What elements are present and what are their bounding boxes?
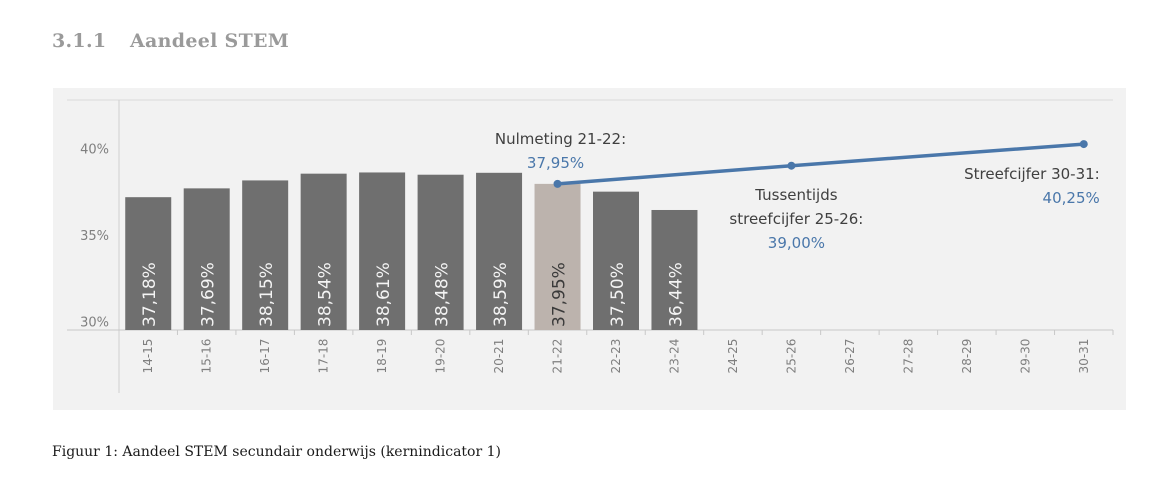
x-tick-label: 18-19 (375, 339, 389, 374)
x-tick-label: 23-24 (667, 339, 681, 374)
y-tick-label: 35% (80, 229, 109, 244)
x-tick-label: 17-18 (317, 339, 331, 374)
bar-value-label: 37,50% (608, 262, 628, 327)
bar (651, 209, 698, 330)
x-tick-label: 14-15 (141, 339, 155, 374)
section-heading: 3.1.1 Aandeel STEM (52, 30, 289, 52)
bar-value-label: 37,18% (140, 262, 160, 327)
x-tick-label: 15-16 (200, 339, 214, 374)
target-point (787, 161, 796, 170)
section-number: 3.1.1 (52, 30, 107, 52)
bar-value-label: 38,15% (257, 262, 277, 327)
annotation-target-value: 40,25% (1043, 189, 1100, 207)
target-point (553, 179, 562, 188)
bar (183, 188, 230, 330)
x-tick-label: 25-26 (784, 339, 798, 374)
x-tick-label: 28-29 (960, 339, 974, 374)
x-tick-label: 22-23 (609, 339, 623, 374)
bar (242, 180, 289, 330)
annotation-target-label: Streefcijfer 30-31: (964, 165, 1100, 183)
bar-value-label: 38,59% (491, 262, 511, 327)
chart-panel: 30% 35% 40% 14-15 15-16 16-17 17-18 18-19 19-20 2… (53, 88, 1126, 410)
annotation-baseline-label: Nulmeting 21-22: (495, 130, 626, 148)
bar-baseline-measurement (534, 183, 581, 330)
annotation-interim-label-2: streefcijfer 25-26: (729, 210, 863, 228)
x-tick-label: 26-27 (843, 339, 857, 374)
x-tick-label: 16-17 (258, 339, 272, 374)
bar-value-label: 38,61% (374, 262, 394, 327)
x-tick-label: 20-21 (492, 339, 506, 374)
x-tick-label: 21-22 (551, 339, 565, 374)
bar-value-label: 37,69% (199, 262, 219, 327)
target-point (1079, 140, 1088, 149)
y-tick-label: 40% (80, 142, 109, 157)
x-tick-label: 27-28 (901, 339, 915, 374)
annotation-interim-value: 39,00% (768, 234, 825, 252)
stem-share-chart: 30% 35% 40% 14-15 15-16 16-17 17-18 18-19 19-20 2… (67, 99, 1114, 393)
section-title: Aandeel STEM (130, 30, 290, 52)
annotation-interim-label: Tussentijds (754, 186, 837, 204)
bar (476, 172, 523, 330)
bar-value-label: 38,48% (433, 262, 453, 327)
x-tick-label: 29-30 (1018, 339, 1032, 374)
bar-value-label: 37,95% (550, 262, 570, 327)
x-tick-label: 19-20 (434, 339, 448, 374)
x-tick-label: 24-25 (726, 339, 740, 374)
bar (593, 191, 639, 330)
x-tick-label: 30-31 (1077, 339, 1091, 374)
annotation-baseline-value: 37,95% (527, 154, 584, 172)
y-tick-label: 30% (80, 315, 109, 330)
bar (300, 173, 347, 330)
bar-value-label: 36,44% (666, 262, 686, 327)
bar-value-label: 38,54% (316, 262, 336, 327)
bar (417, 174, 464, 330)
bar (125, 197, 172, 330)
figure-caption: Figuur 1: Aandeel STEM secundair onderwi… (52, 444, 501, 460)
bar (359, 172, 406, 330)
